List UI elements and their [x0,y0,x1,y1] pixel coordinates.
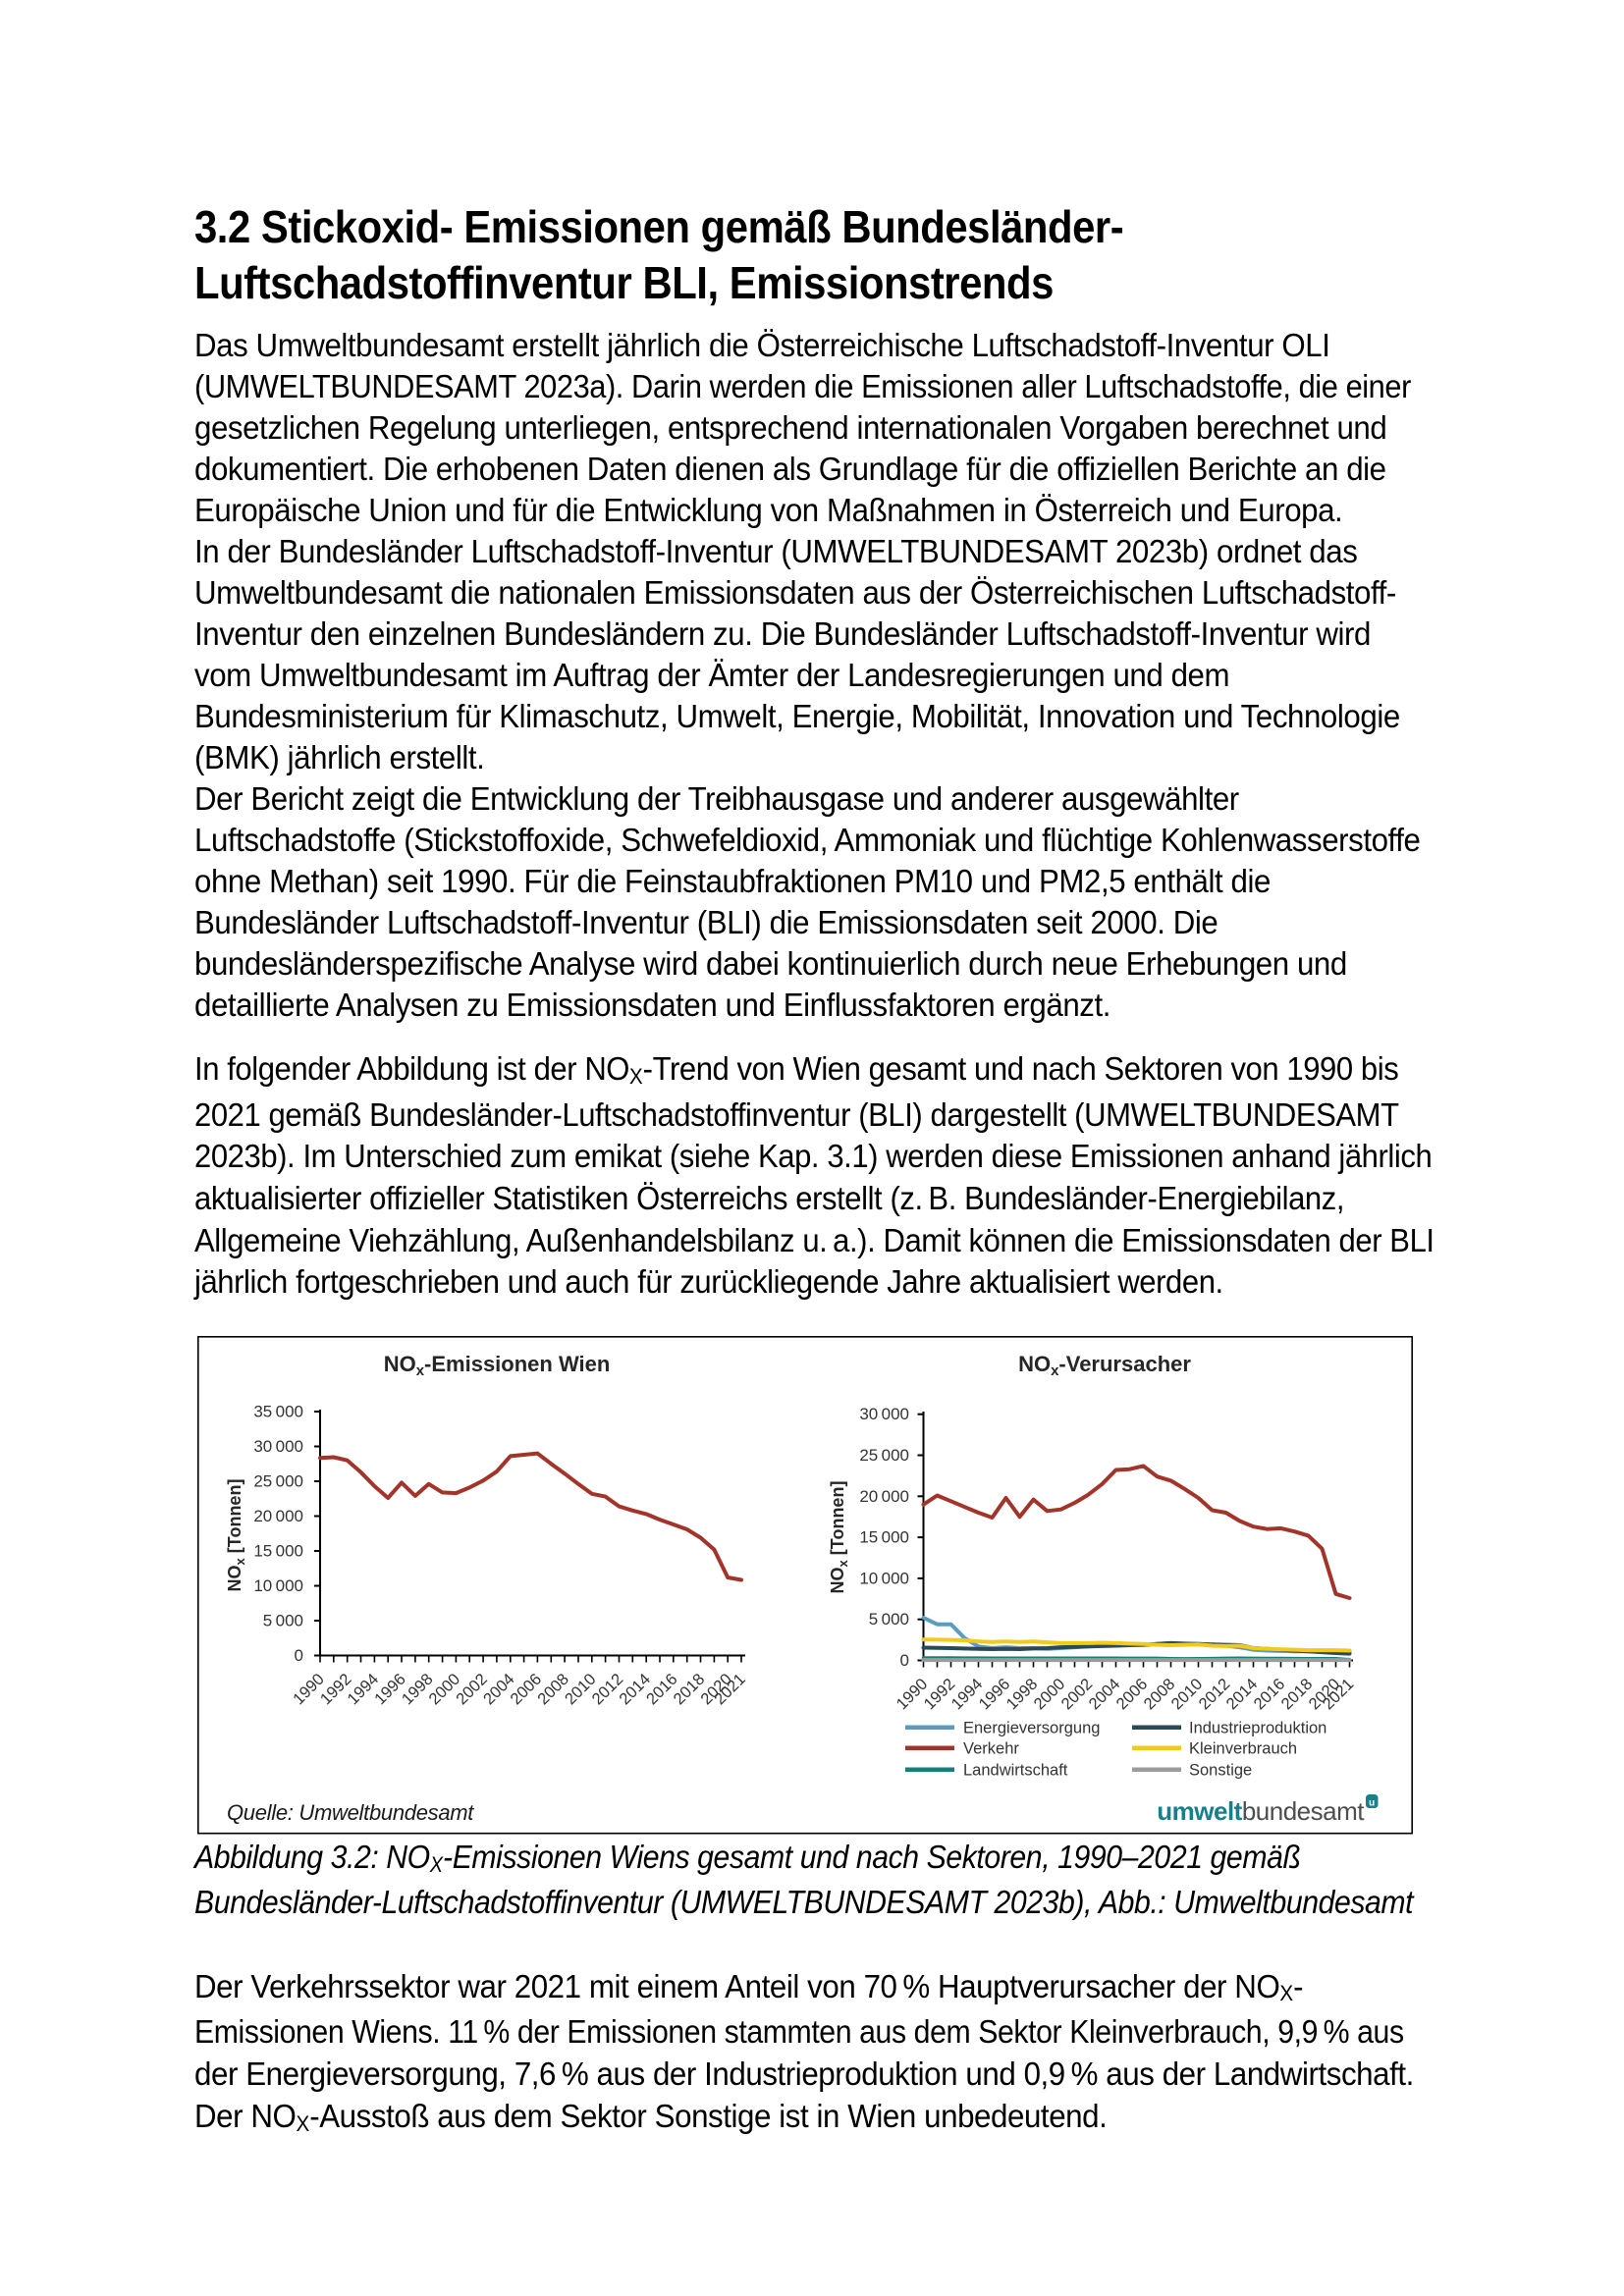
svg-text:25 000: 25 000 [253,1472,303,1491]
svg-text:2006: 2006 [508,1671,546,1709]
svg-text:Sonstige: Sonstige [1189,1762,1252,1780]
svg-text:u: u [1369,1798,1375,1809]
svg-text:0: 0 [900,1651,909,1670]
svg-text:1996: 1996 [371,1671,409,1709]
svg-text:Energieversorgung: Energieversorgung [963,1720,1100,1737]
svg-text:2010: 2010 [1168,1676,1207,1714]
svg-text:25 000: 25 000 [859,1446,909,1465]
svg-text:Kleinverbrauch: Kleinverbrauch [1189,1740,1297,1758]
svg-text:1990: 1990 [290,1671,328,1709]
svg-text:1992: 1992 [317,1671,355,1709]
svg-text:Verkehr: Verkehr [963,1740,1019,1758]
svg-text:30 000: 30 000 [859,1405,909,1423]
svg-text:2008: 2008 [1141,1676,1179,1714]
svg-text:Industrieproduktion: Industrieproduktion [1189,1720,1326,1737]
svg-text:2018: 2018 [671,1671,709,1709]
svg-text:2000: 2000 [1031,1676,1069,1714]
svg-text:20 000: 20 000 [859,1487,909,1506]
svg-text:2016: 2016 [1251,1676,1289,1714]
svg-text:35 000: 35 000 [253,1403,303,1421]
svg-text:Quelle: Umweltbundesamt: Quelle: Umweltbundesamt [227,1800,474,1825]
svg-text:NOx-Verursacher: NOx-Verursacher [1018,1352,1191,1379]
svg-text:2016: 2016 [643,1671,681,1709]
svg-text:20 000: 20 000 [253,1507,303,1525]
svg-text:1994: 1994 [948,1676,987,1714]
svg-text:NOx-Emissionen Wien: NOx-Emissionen Wien [384,1352,611,1379]
svg-text:30 000: 30 000 [253,1437,303,1456]
svg-text:1990: 1990 [893,1676,932,1714]
svg-text:2018: 2018 [1278,1676,1317,1714]
svg-text:2004: 2004 [1086,1676,1124,1714]
svg-text:10 000: 10 000 [859,1569,909,1587]
svg-text:2010: 2010 [562,1671,600,1709]
svg-text:10 000: 10 000 [253,1576,303,1595]
svg-text:15 000: 15 000 [859,1528,909,1547]
svg-text:1996: 1996 [976,1676,1014,1714]
svg-text:1992: 1992 [921,1676,959,1714]
svg-text:15 000: 15 000 [253,1542,303,1561]
svg-text:2006: 2006 [1113,1676,1152,1714]
svg-text:Landwirtschaft: Landwirtschaft [963,1762,1068,1780]
svg-text:1998: 1998 [399,1671,437,1709]
svg-text:2002: 2002 [1058,1676,1097,1714]
svg-text:NOx [Tonnen]: NOx [Tonnen] [225,1479,247,1592]
svg-text:5 000: 5 000 [263,1612,303,1630]
svg-text:umweltbundesamt: umweltbundesamt [1157,1796,1365,1826]
svg-text:2014: 2014 [1223,1676,1262,1714]
svg-text:1998: 1998 [1003,1676,1042,1714]
svg-text:0: 0 [295,1646,303,1665]
svg-text:2008: 2008 [534,1671,572,1709]
svg-text:2012: 2012 [1196,1676,1234,1714]
svg-text:2012: 2012 [589,1671,627,1709]
svg-text:2000: 2000 [426,1671,464,1709]
svg-text:5 000: 5 000 [869,1610,909,1629]
svg-text:NOx [Tonnen]: NOx [Tonnen] [828,1481,850,1594]
svg-text:2002: 2002 [453,1671,491,1709]
